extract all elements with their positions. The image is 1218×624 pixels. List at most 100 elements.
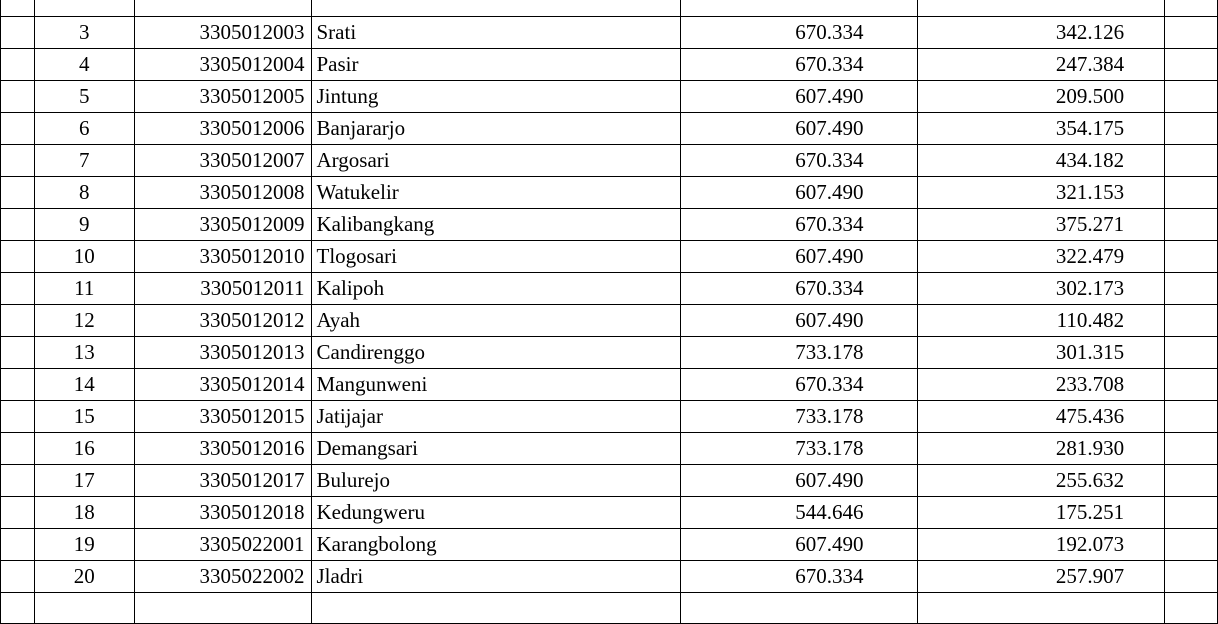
- trailing-cell: [1165, 433, 1218, 465]
- leading-cell: [1, 241, 35, 273]
- cell-name: Tlogosari: [311, 241, 680, 273]
- cell-no: 10: [34, 241, 134, 273]
- trailing-cell: [1165, 273, 1218, 305]
- cell-value2: 257.907: [918, 561, 1165, 593]
- cell-no: 11: [34, 273, 134, 305]
- table-row: 43305012004Pasir670.334247.384: [1, 49, 1218, 81]
- leading-cell: [1, 209, 35, 241]
- cell-value2: 209.500: [918, 81, 1165, 113]
- cell-code: 3305012006: [134, 113, 311, 145]
- cell-value1: 670.334: [680, 561, 918, 593]
- cell-code: 3305012010: [134, 241, 311, 273]
- cell-no: 5: [34, 81, 134, 113]
- table-row: 123305012012Ayah607.490110.482: [1, 305, 1218, 337]
- trailing-cell: [1165, 305, 1218, 337]
- table-row: 113305012011Kalipoh670.334302.173: [1, 273, 1218, 305]
- cell-no: 13: [34, 337, 134, 369]
- cell-code: 3305012018: [134, 497, 311, 529]
- trailing-cell: [1165, 401, 1218, 433]
- cell-code: 3305012009: [134, 209, 311, 241]
- cell-code: 3305012012: [134, 305, 311, 337]
- leading-cell: [1, 145, 35, 177]
- cell-value2: 354.175: [918, 113, 1165, 145]
- cell-value1: 670.334: [680, 273, 918, 305]
- cell-value2: 233.708: [918, 369, 1165, 401]
- table-row: 163305012016Demangsari733.178281.930: [1, 433, 1218, 465]
- cell-value2: 321.153: [918, 177, 1165, 209]
- leading-cell: [1, 113, 35, 145]
- cell-name: Mangunweni: [311, 369, 680, 401]
- leading-cell: [1, 497, 35, 529]
- cell-no: 20: [34, 561, 134, 593]
- cell-name: Srati: [311, 17, 680, 49]
- table-row: [1, 593, 1218, 624]
- leading-cell: [1, 49, 35, 81]
- cell-name: Candirenggo: [311, 337, 680, 369]
- cell-name: Bulurejo: [311, 465, 680, 497]
- cell-value2: 247.384: [918, 49, 1165, 81]
- cell-value2: 434.182: [918, 145, 1165, 177]
- cell-name: Demangsari: [311, 433, 680, 465]
- cell-value2: 255.632: [918, 465, 1165, 497]
- cell-value2: 322.479: [918, 241, 1165, 273]
- trailing-cell: [1165, 593, 1218, 624]
- cell-value2: [918, 593, 1165, 624]
- cell-value2: 375.271: [918, 209, 1165, 241]
- cell-code: 3305012003: [134, 17, 311, 49]
- table-row: 33305012003Srati670.334342.126: [1, 17, 1218, 49]
- cell-no: 8: [34, 177, 134, 209]
- cell-value2: 342.126: [918, 17, 1165, 49]
- cell-value1: 607.490: [680, 305, 918, 337]
- cell-no: 4: [34, 49, 134, 81]
- cell-value1: 607.490: [680, 529, 918, 561]
- cell-no: 9: [34, 209, 134, 241]
- cell-value2: 301.315: [918, 337, 1165, 369]
- trailing-cell: [1165, 529, 1218, 561]
- cell-no: 16: [34, 433, 134, 465]
- cell-code: 3305012015: [134, 401, 311, 433]
- cell-value1: 607.490: [680, 113, 918, 145]
- cell-code: 3305012017: [134, 465, 311, 497]
- cell-no: 6: [34, 113, 134, 145]
- cell-name: Banjararjo: [311, 113, 680, 145]
- cell-no: 7: [34, 145, 134, 177]
- cell-name: Kedungweru: [311, 497, 680, 529]
- cell-value1: 670.334: [680, 209, 918, 241]
- cell-code: 3305012007: [134, 145, 311, 177]
- table-row: 133305012013Candirenggo733.178301.315: [1, 337, 1218, 369]
- trailing-cell: [1165, 113, 1218, 145]
- cell-code: 3305012004: [134, 49, 311, 81]
- trailing-cell: [1165, 369, 1218, 401]
- cell-name: Pasir: [311, 49, 680, 81]
- trailing-cell: [1165, 465, 1218, 497]
- table-row: 73305012007Argosari670.334434.182: [1, 145, 1218, 177]
- trailing-cell: [1165, 0, 1218, 17]
- cell-name: Kalibangkang: [311, 209, 680, 241]
- table-row: 103305012010Tlogosari607.490322.479: [1, 241, 1218, 273]
- cell-no: 3: [34, 17, 134, 49]
- leading-cell: [1, 561, 35, 593]
- cell-no: 19: [34, 529, 134, 561]
- cell-value1: 733.178: [680, 433, 918, 465]
- cell-code: 3305012008: [134, 177, 311, 209]
- cell-code: [134, 593, 311, 624]
- cell-name: Ayah: [311, 305, 680, 337]
- cell-name: Jladri: [311, 561, 680, 593]
- cell-value2: 281.930: [918, 433, 1165, 465]
- leading-cell: [1, 433, 35, 465]
- cell-value1: 607.490: [680, 177, 918, 209]
- cell-value1: [680, 593, 918, 624]
- cell-code: 3305022002: [134, 561, 311, 593]
- trailing-cell: [1165, 81, 1218, 113]
- table-row: 143305012014Mangunweni670.334233.708: [1, 369, 1218, 401]
- cell-no: 15: [34, 401, 134, 433]
- table-row: 93305012009Kalibangkang670.334375.271: [1, 209, 1218, 241]
- cell-no: 14: [34, 369, 134, 401]
- cell-value1: 670.334: [680, 145, 918, 177]
- table-row: 203305022002Jladri670.334257.907: [1, 561, 1218, 593]
- table-row: [1, 0, 1218, 17]
- trailing-cell: [1165, 49, 1218, 81]
- leading-cell: [1, 0, 35, 17]
- table-row: 193305022001Karangbolong607.490192.073: [1, 529, 1218, 561]
- cell-code: 3305012011: [134, 273, 311, 305]
